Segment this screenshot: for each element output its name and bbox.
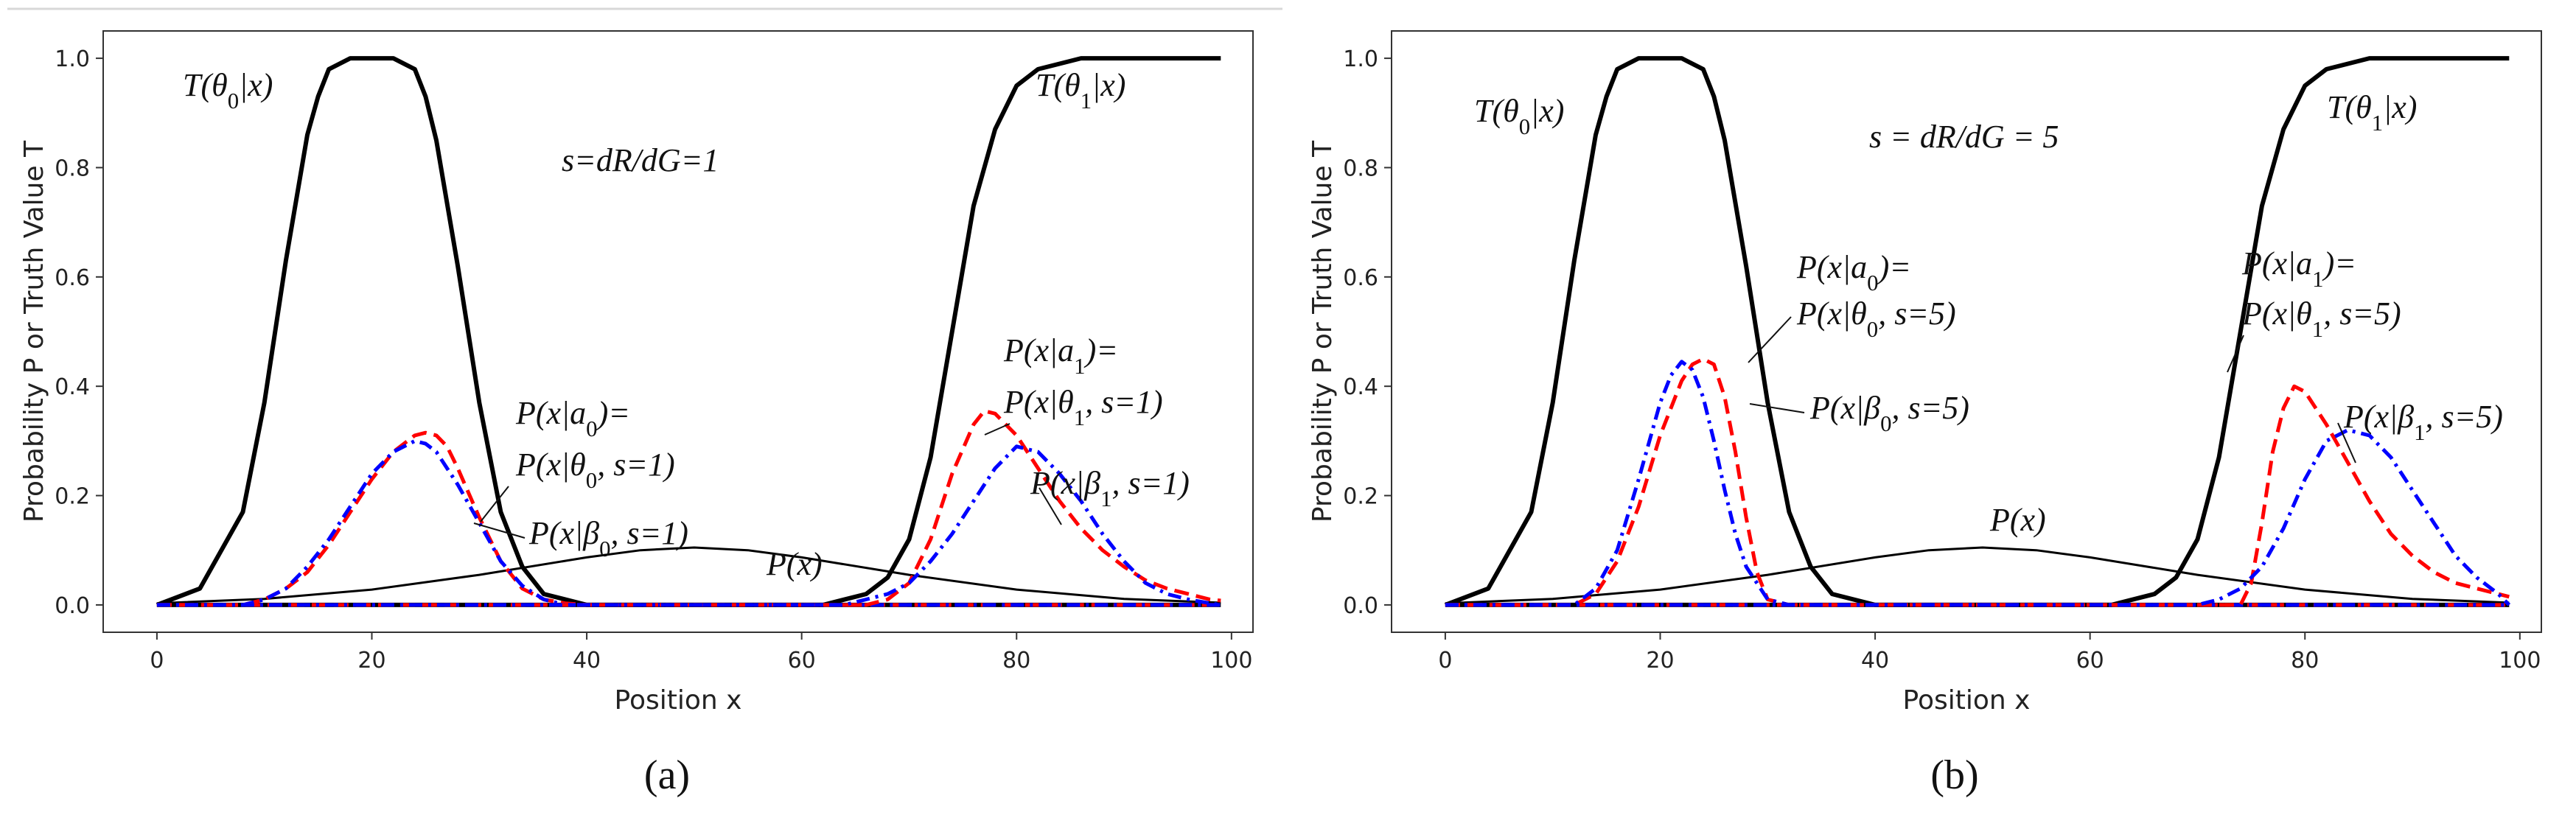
x-tick-label: 60 bbox=[2076, 648, 2104, 674]
annotation-pb1: P(x|β1, s=1) bbox=[1030, 465, 1190, 511]
series-line-0 bbox=[1444, 56, 2510, 607]
leader-pb1 bbox=[2337, 422, 2356, 464]
annotation-s-eq: s=dR/dG=1 bbox=[562, 142, 719, 178]
x-axis-label: Position x bbox=[615, 685, 742, 716]
x-tick-label: 100 bbox=[1210, 648, 1252, 674]
series-line-1 bbox=[156, 56, 1221, 607]
annotation-pb1: P(x|β1, s=5) bbox=[2343, 399, 2503, 445]
leader-pa1 bbox=[984, 423, 1010, 436]
annotation-t1: T(θ1|x) bbox=[1036, 67, 1125, 113]
x-tick-label: 20 bbox=[1646, 648, 1674, 674]
annotation-t1: T(θ1|x) bbox=[2327, 89, 2417, 136]
series-line-0 bbox=[156, 56, 1221, 607]
annotation-pa0-l1: P(x|a0)= bbox=[515, 395, 630, 441]
panel-label: (b) bbox=[1930, 752, 1978, 798]
y-tick-label: 1.0 bbox=[55, 46, 90, 72]
plot-frame bbox=[1391, 30, 2542, 633]
series-line-6 bbox=[156, 444, 1221, 607]
x-tick-label: 100 bbox=[2499, 648, 2541, 674]
leader-pb0 bbox=[473, 522, 526, 539]
annotation-pa0-l1: P(x|a0)= bbox=[1796, 249, 1911, 295]
leader-pa1 bbox=[2227, 335, 2244, 373]
y-tick-label: 0.2 bbox=[1343, 484, 1378, 510]
annotation-pa0-l2: P(x|θ0, s=5) bbox=[1796, 295, 1956, 342]
series-line-3 bbox=[1445, 357, 2510, 607]
series-line-4 bbox=[1445, 360, 2510, 607]
y-tick-label: 0.6 bbox=[55, 265, 90, 291]
series-group bbox=[156, 56, 1221, 607]
leader-pb0 bbox=[1749, 403, 1805, 413]
series-group bbox=[1444, 56, 2511, 607]
series-line-2 bbox=[1445, 546, 2510, 605]
y-axis-label: Probability P or Truth Value T bbox=[19, 140, 49, 522]
x-tick-label: 60 bbox=[788, 648, 816, 674]
annotation-px: P(x) bbox=[766, 546, 823, 582]
annotation-pa1-l2: P(x|θ1, s=5) bbox=[2241, 295, 2401, 342]
series-line-4 bbox=[156, 438, 1221, 607]
leader-pa0 bbox=[480, 486, 509, 522]
y-tick-label: 0.6 bbox=[1343, 265, 1378, 291]
annotation-pa1-l1: P(x|a1)= bbox=[1003, 332, 1118, 379]
series-line-3 bbox=[156, 430, 1221, 607]
series-line-1 bbox=[1445, 56, 2510, 607]
annotation-pa1-l2: P(x|θ1, s=1) bbox=[1003, 384, 1163, 430]
annotation-pa1-l1: P(x|a1)= bbox=[2241, 245, 2356, 292]
series-line-2 bbox=[156, 546, 1221, 605]
y-axis-label: Probability P or Truth Value T bbox=[1308, 140, 1338, 522]
annotation-t0: T(θ0|x) bbox=[1474, 93, 1564, 139]
panel-a: 0 20 40 60 80 100 0.0 0.2 0.4 0.6 0.8 1.0 Position x… bbox=[19, 30, 1254, 798]
y-tick-label: 0.8 bbox=[1343, 155, 1378, 181]
x-tick-label: 40 bbox=[1861, 648, 1889, 674]
y-tick-label: 0.4 bbox=[55, 374, 90, 400]
annotation-s-eq: s = dR/dG = 5 bbox=[1869, 119, 2059, 155]
x-axis-label: Position x bbox=[1903, 685, 2031, 716]
y-tick-label: 0.2 bbox=[55, 484, 90, 510]
y-tick-label: 0.0 bbox=[55, 593, 90, 619]
y-tick-label: 0.8 bbox=[55, 155, 90, 181]
panel-label: (a) bbox=[644, 752, 690, 798]
x-tick-label: 80 bbox=[1002, 648, 1030, 674]
series-line-6 bbox=[1445, 428, 2511, 607]
leader-pb1 bbox=[1039, 487, 1062, 525]
plot-frame bbox=[102, 30, 1254, 633]
x-tick-label: 0 bbox=[150, 648, 164, 674]
leader-pa0 bbox=[1748, 316, 1792, 363]
annotation-pb0: P(x|β0, s=1) bbox=[528, 515, 688, 562]
x-tick-label: 20 bbox=[357, 648, 385, 674]
annotation-pb0: P(x|β0, s=5) bbox=[1809, 390, 1969, 436]
y-tick-label: 0.0 bbox=[1343, 593, 1378, 619]
annotation-t0: T(θ0|x) bbox=[183, 67, 273, 113]
annotation-pa0-l2: P(x|θ0, s=1) bbox=[515, 447, 675, 493]
x-tick-label: 40 bbox=[573, 648, 601, 674]
series-line-5 bbox=[156, 409, 1221, 607]
series-line-5 bbox=[1445, 384, 2510, 607]
panel-b: 0 20 40 60 80 100 0.0 0.2 0.4 0.6 0.8 1.0 Position x… bbox=[1308, 30, 2542, 798]
x-tick-label: 0 bbox=[1438, 648, 1452, 674]
y-tick-label: 1.0 bbox=[1343, 46, 1378, 72]
y-tick-label: 0.4 bbox=[1343, 374, 1378, 400]
x-tick-label: 80 bbox=[2291, 648, 2319, 674]
annotation-px: P(x) bbox=[1989, 502, 2046, 538]
